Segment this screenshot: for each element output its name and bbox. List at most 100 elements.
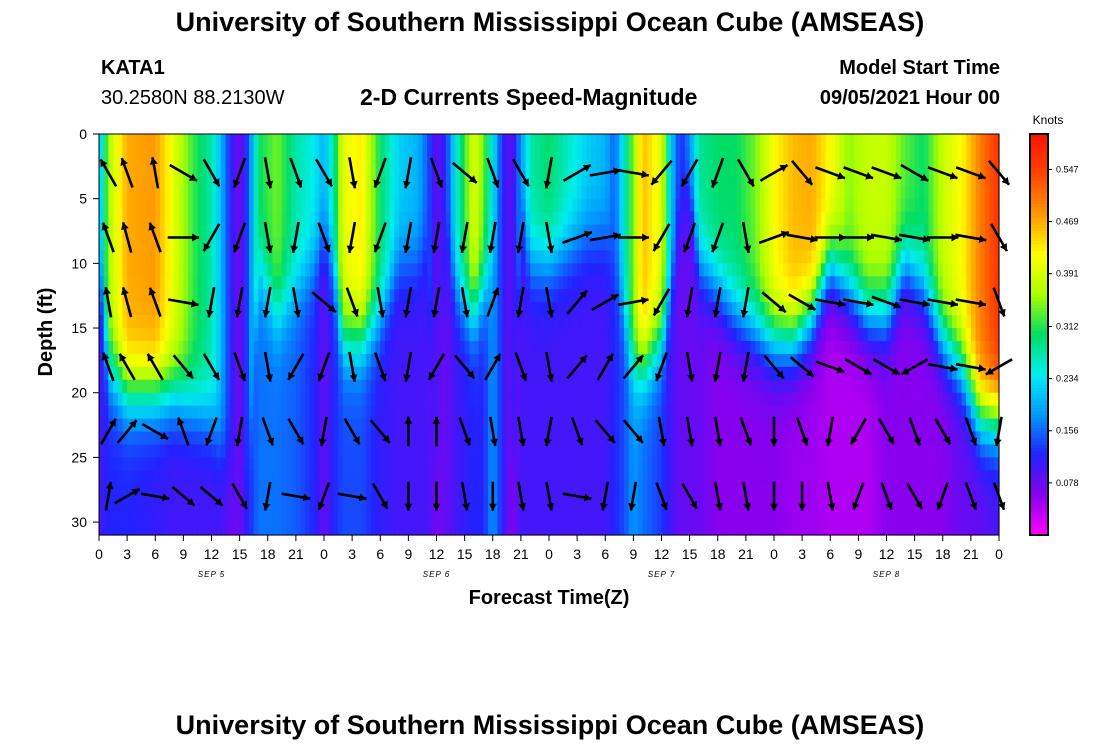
heatmap-cell [699, 172, 705, 187]
heatmap-cell [366, 276, 372, 290]
heatmap-cell [520, 289, 527, 303]
heatmap-cell [399, 340, 405, 355]
heatmap-cell [117, 392, 124, 407]
heatmap-cell [731, 146, 738, 161]
heatmap-cell [699, 250, 705, 264]
heatmap-cell [605, 185, 611, 200]
heatmap-cell [722, 289, 728, 303]
heatmap-cell [577, 276, 583, 290]
heatmap-cell [816, 172, 822, 187]
heatmap-cell [464, 289, 470, 303]
heatmap-cell [403, 146, 409, 161]
heatmap-cell [670, 198, 677, 213]
heatmap-cell [272, 496, 278, 510]
heatmap-cell [764, 315, 770, 329]
heatmap-cell [680, 185, 686, 200]
heatmap-cell [647, 522, 653, 536]
heatmap-cell [169, 134, 175, 148]
heatmap-cell [839, 276, 845, 290]
heatmap-cell [375, 224, 381, 239]
heatmap-cell [609, 224, 616, 239]
heatmap-cell [352, 522, 358, 536]
heatmap-cell [474, 522, 480, 536]
heatmap-cell [394, 509, 400, 523]
heatmap-cell [394, 522, 400, 536]
heatmap-cell [431, 444, 438, 458]
heatmap-cell [619, 418, 625, 433]
heatmap-cell [131, 289, 138, 303]
heatmap-cell [389, 431, 395, 446]
heatmap-cell [797, 457, 803, 471]
heatmap-cell [488, 496, 494, 510]
heatmap-cell [745, 224, 752, 239]
heatmap-cell [459, 263, 466, 277]
heatmap-cell [834, 522, 841, 536]
heatmap-cell [455, 392, 461, 407]
heatmap-cell [380, 185, 386, 200]
heatmap-cell [816, 134, 822, 148]
heatmap-cell [591, 444, 597, 458]
heatmap-cell [774, 315, 780, 329]
heatmap-cell [441, 134, 447, 148]
heatmap-cell [689, 418, 695, 433]
heatmap-cell [441, 276, 447, 290]
heatmap-cell [628, 185, 634, 200]
heatmap-cell [731, 353, 738, 368]
heatmap-cell [464, 444, 470, 458]
heatmap-cell [624, 444, 630, 458]
heatmap-cell [703, 405, 709, 420]
heatmap-cell [178, 134, 184, 148]
heatmap-cell [403, 224, 409, 239]
heatmap-cell [375, 418, 381, 433]
heatmap-cell [713, 198, 719, 213]
heatmap-cell [788, 224, 794, 239]
heatmap-cell [192, 470, 199, 484]
heatmap-cell [492, 237, 499, 252]
heatmap-cell [591, 250, 597, 264]
heatmap-cell [131, 522, 138, 536]
heatmap-cell [155, 315, 161, 329]
heatmap-cell [605, 146, 611, 161]
heatmap-cell [525, 211, 531, 226]
heatmap-cell [375, 392, 381, 407]
heatmap-cell [239, 198, 245, 213]
heatmap-cell [544, 198, 550, 213]
heatmap-cell [394, 198, 400, 213]
heatmap-cell [150, 509, 156, 523]
heatmap-cell [445, 431, 452, 446]
heatmap-cell [113, 340, 119, 355]
heatmap-cell [802, 522, 808, 536]
heatmap-cell [244, 483, 250, 497]
heatmap-cell [661, 198, 667, 213]
heatmap-cell [394, 366, 400, 381]
heatmap-cell [628, 276, 634, 290]
heatmap-cell [399, 289, 405, 303]
heatmap-cell [141, 470, 147, 484]
heatmap-cell [136, 444, 142, 458]
heatmap-cell [459, 431, 466, 446]
heatmap-cell [825, 211, 831, 226]
heatmap-cell [684, 315, 691, 329]
heatmap-cell [549, 392, 555, 407]
heatmap-cell [464, 263, 470, 277]
heatmap-cell [394, 211, 400, 226]
heatmap-cell [759, 276, 766, 290]
heatmap-cell [591, 198, 597, 213]
heatmap-cell [253, 237, 259, 252]
heatmap-cell [220, 379, 227, 394]
heatmap-cell [464, 353, 470, 368]
heatmap-cell [183, 211, 189, 226]
heatmap-cell [769, 379, 775, 394]
heatmap-cell [764, 405, 770, 420]
heatmap-cell [558, 159, 564, 174]
heatmap-cell [853, 134, 859, 148]
heatmap-cell [281, 366, 288, 381]
heatmap-cell [478, 276, 484, 290]
heatmap-cell [127, 509, 133, 523]
heatmap-cell [286, 522, 292, 536]
heatmap-cell [277, 146, 283, 161]
heatmap-cell [839, 250, 845, 264]
heatmap-cell [839, 159, 845, 174]
heatmap-cell [849, 172, 855, 187]
heatmap-cell [624, 483, 630, 497]
